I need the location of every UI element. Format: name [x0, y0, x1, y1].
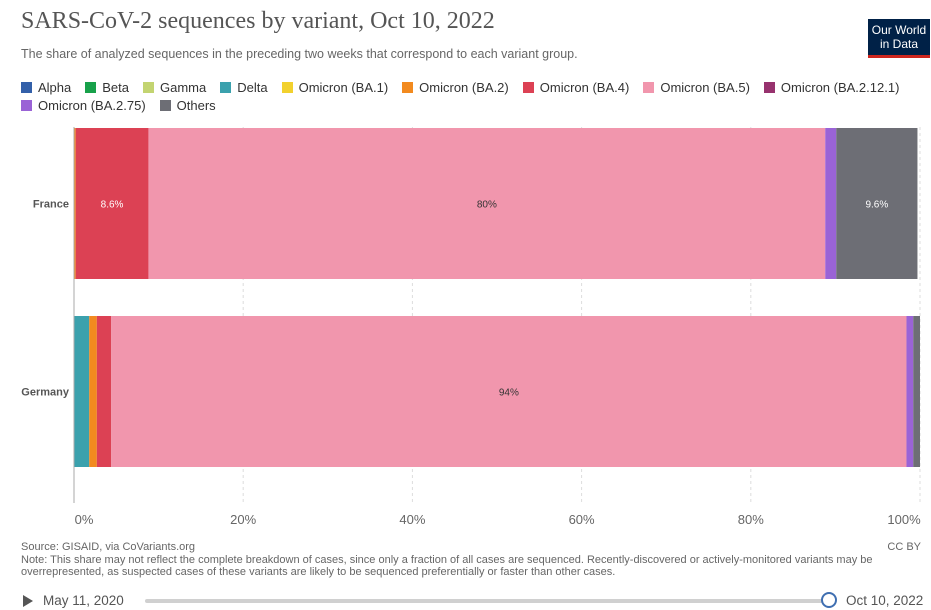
- data-label: 8.6%: [101, 200, 124, 211]
- owid-logo[interactable]: Our World in Data: [868, 19, 930, 58]
- bar-segment-germany-delta[interactable]: [74, 316, 90, 467]
- legend-item-omicron-ba-2-12-1[interactable]: Omicron (BA.2.12.1): [763, 79, 900, 95]
- legend-swatch: [763, 81, 775, 93]
- bar-segment-germany-omicron-ba-4[interactable]: [96, 316, 112, 467]
- legend-swatch: [220, 81, 232, 93]
- bar-segment-france-omicron-ba-5[interactable]: [148, 128, 826, 279]
- legend-item-gamma[interactable]: Gamma: [143, 79, 206, 95]
- timeline-track[interactable]: [145, 599, 830, 603]
- legend-item-alpha[interactable]: Alpha: [21, 79, 71, 95]
- legend-label: Others: [176, 97, 216, 113]
- legend-item-others[interactable]: Others: [159, 97, 216, 113]
- legend-item-omicron-ba-2-75[interactable]: Omicron (BA.2.75): [21, 97, 146, 113]
- logo-line-1: Our World: [871, 23, 927, 37]
- legend-item-omicron-ba-2[interactable]: Omicron (BA.2): [402, 79, 509, 95]
- x-tick-label: 80%: [738, 512, 764, 527]
- bar-segment-france-omicron-ba-2[interactable]: [74, 128, 76, 279]
- legend-item-beta[interactable]: Beta: [85, 79, 129, 95]
- legend-swatch: [522, 81, 534, 93]
- license-link[interactable]: CC BY: [887, 541, 921, 553]
- bar-segment-france-others[interactable]: [836, 128, 918, 279]
- x-tick-label: 60%: [569, 512, 595, 527]
- legend-swatch: [159, 99, 171, 111]
- legend-label: Omicron (BA.4): [539, 79, 630, 95]
- data-label: 94%: [499, 388, 519, 399]
- timeline-end-date[interactable]: Oct 10, 2022: [846, 593, 924, 608]
- bar-segment-germany-omicron-ba-2[interactable]: [89, 316, 97, 467]
- note-text: Note: This share may not reflect the com…: [21, 554, 873, 578]
- legend-swatch: [281, 81, 293, 93]
- bar-segment-germany-others[interactable]: [913, 316, 920, 467]
- category-label-france: France: [33, 199, 69, 211]
- legend-swatch: [21, 99, 32, 111]
- legend-label: Omicron (BA.2.75): [38, 97, 146, 113]
- legend-label: Omicron (BA.2.12.1): [780, 79, 900, 95]
- x-tick-label: 100%: [887, 512, 921, 527]
- data-label: 80%: [477, 200, 497, 211]
- bar-segment-germany-omicron-ba-5[interactable]: [111, 316, 907, 467]
- legend-label: Omicron (BA.2): [419, 79, 509, 95]
- legend-item-delta[interactable]: Delta: [220, 79, 268, 95]
- bar-segment-france-omicron-ba-2-75[interactable]: [825, 128, 837, 279]
- data-label: 9.6%: [865, 200, 888, 211]
- legend-label: Omicron (BA.1): [298, 79, 389, 95]
- legend-item-omicron-ba-5[interactable]: Omicron (BA.5): [643, 79, 750, 95]
- x-tick-label: 0%: [75, 512, 94, 527]
- x-tick-label: 40%: [399, 512, 425, 527]
- legend-swatch: [143, 81, 154, 93]
- logo-line-2: in Data: [879, 37, 919, 51]
- category-label-germany: Germany: [21, 387, 70, 399]
- stacked-bar-chart: France Germany 8.6% 80% 9.6% 94% 0% 20% 40% 60% 80…: [21, 127, 921, 527]
- chart-subtitle: The share of analyzed sequences in the p…: [21, 47, 578, 61]
- legend-label: Alpha: [38, 79, 72, 95]
- legend-swatch: [643, 81, 655, 93]
- source-text: Source: GISAID, via CoVariants.org: [21, 541, 196, 553]
- legend-swatch: [85, 81, 97, 93]
- bar-segment-germany-omicron-ba-2-75[interactable]: [906, 316, 914, 467]
- legend-item-omicron-ba-4[interactable]: Omicron (BA.4): [522, 79, 630, 95]
- legend-item-omicron-ba-1[interactable]: Omicron (BA.1): [281, 79, 389, 95]
- x-tick-label: 20%: [230, 512, 256, 527]
- chart-title: SARS-CoV-2 sequences by variant, Oct 10,…: [21, 8, 495, 34]
- legend-label: Beta: [102, 79, 129, 95]
- legend: Alpha Beta Gamma Delta Omicron (BA.1) Omicron…: [21, 79, 921, 113]
- bar-segment-france-omicron-ba-4[interactable]: [75, 128, 149, 279]
- legend-label: Delta: [237, 79, 268, 95]
- legend-swatch: [21, 81, 32, 93]
- legend-label: Gamma: [160, 79, 207, 95]
- timeline-start-date[interactable]: May 11, 2020: [43, 593, 124, 608]
- legend-label: Omicron (BA.5): [660, 79, 750, 95]
- timeline-handle[interactable]: [821, 592, 837, 608]
- play-icon[interactable]: [23, 595, 33, 607]
- legend-swatch: [402, 81, 414, 93]
- timeline: May 11, 2020 Oct 10, 2022: [0, 588, 931, 610]
